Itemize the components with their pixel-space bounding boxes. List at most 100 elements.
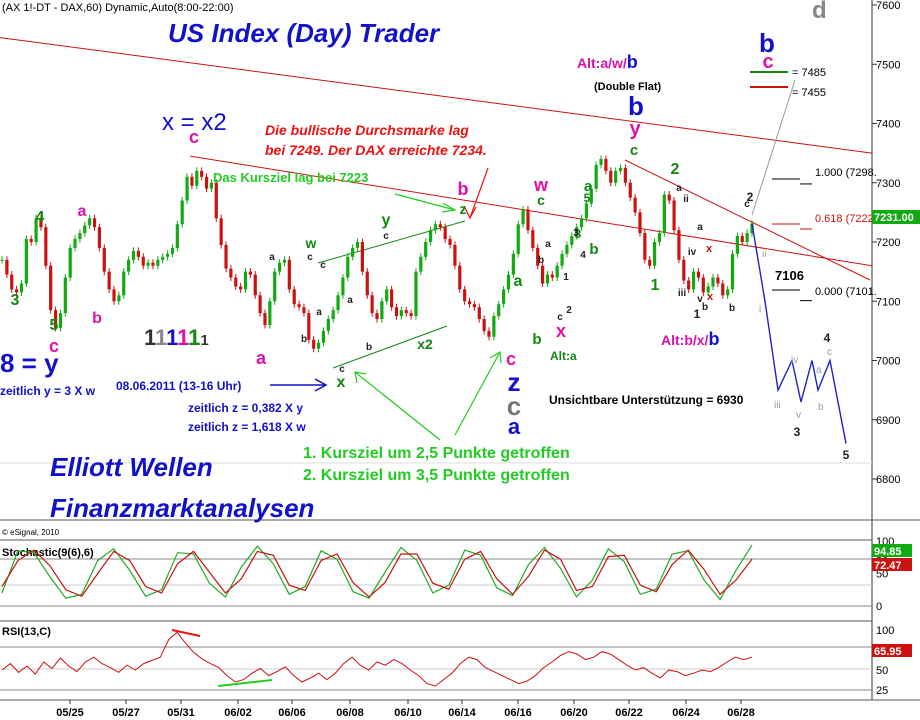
one-6: 1: [200, 332, 208, 349]
price-bar-body: [531, 230, 535, 248]
price-bar-body: [214, 182, 218, 219]
price-bar-body: [511, 253, 515, 275]
price-bar-body: [560, 253, 564, 266]
price-bar-body: [224, 244, 228, 269]
price-bar-body: [146, 262, 150, 266]
wave-label: y: [629, 118, 641, 140]
price-bar-body: [628, 182, 632, 198]
price-bar-body: [302, 307, 306, 314]
price-bar-body: [438, 224, 442, 228]
brand-line-2: Finanzmarktanalysen: [50, 493, 314, 523]
kursziel-note: Das Kursziel lag bei 7223: [213, 170, 368, 185]
price-bar-body: [526, 209, 530, 231]
price-bar-body: [351, 247, 355, 257]
price-bar-body: [19, 283, 24, 293]
price-bar-body: [190, 176, 194, 186]
price-bar-body: [58, 313, 63, 328]
price-bar-body: [521, 209, 525, 225]
level-7485-label: = 7485: [792, 67, 826, 79]
price-bar-body: [243, 271, 248, 290]
target-arrow-1: [354, 371, 441, 441]
price-bar-body: [370, 295, 374, 314]
price-bar-body: [5, 259, 9, 275]
price-bar-body: [750, 223, 754, 234]
projection-wave-label: i: [759, 304, 761, 315]
minor-wave-label: c: [339, 364, 345, 375]
minor-wave-label: a: [269, 252, 275, 263]
alt-bxb-text: Alt:b/x/: [661, 332, 709, 348]
rsi-value-tag: [872, 644, 912, 657]
wave-label: c: [189, 127, 199, 147]
price-bar-body: [273, 271, 277, 302]
price-bar-body: [131, 250, 136, 260]
price-tick-label: 7500: [876, 59, 900, 71]
minor-wave-label: c: [383, 231, 389, 242]
price-axis: 7600 7500 7400 7300 7200 7100 7000 6900 6800: [872, 0, 900, 486]
price-bar-body: [682, 259, 686, 281]
time-tick-label: 06/02: [224, 707, 252, 719]
price-bar-body: [706, 286, 710, 293]
price-bar-body: [44, 227, 48, 266]
price-bar-body: [394, 307, 399, 317]
fib-0618-label: 0.618 (7222.: [815, 213, 877, 225]
price-bar-body: [691, 271, 696, 290]
price-bar-body: [687, 280, 691, 290]
price-bar-body: [657, 233, 662, 242]
price-bar-body: [433, 224, 438, 231]
price-bar-body: [599, 159, 603, 165]
wave-label: z: [508, 367, 521, 397]
price-bar-body: [136, 250, 140, 257]
kursziel-1-note: 1. Kursziel um 2,5 Punkte getroffen: [303, 445, 570, 462]
price-bar-body: [453, 244, 457, 266]
price-bar-body: [482, 319, 486, 331]
wave-label: x2: [417, 336, 433, 352]
wave-label: 1: [694, 307, 701, 321]
level-7455-label: = 7455: [792, 87, 826, 99]
stochastic-d-value: 72.47: [874, 560, 902, 572]
price-bar-body: [652, 242, 657, 266]
price-bar-body: [170, 247, 175, 254]
minor-wave-label: a: [697, 222, 703, 233]
price-bar-body: [390, 289, 394, 308]
price-bar-body: [633, 197, 637, 213]
wave-label: 2: [671, 161, 680, 178]
one-5: 1: [188, 325, 200, 350]
price-bar-body: [638, 212, 642, 234]
price-bar-body: [618, 167, 623, 171]
time-tick-label: 06/28: [727, 707, 755, 719]
price-bar-body: [263, 313, 267, 325]
price-bar-body: [487, 330, 491, 337]
price-bar-body: [365, 271, 369, 296]
stochastic-k-line: [1, 544, 753, 601]
wave-label: b: [628, 91, 644, 121]
minor-wave-label: b: [366, 342, 372, 353]
minor-wave-label: x: [706, 243, 713, 255]
stochastic-panel: Stochastic(9(6),6) 10080500 94.85 72.47: [0, 536, 912, 613]
wave-label: c: [506, 349, 516, 369]
price-bar-body: [268, 301, 272, 325]
target-arrowhead-2: [489, 350, 502, 364]
minor-wave-label: c: [307, 252, 313, 263]
rsi-title: RSI(13,C): [2, 626, 51, 638]
price-bar-body: [565, 244, 569, 254]
copyright-note: © eSignal, 2010: [2, 528, 60, 537]
stochastic-d-line: [1, 549, 753, 598]
price-bar-body: [726, 289, 730, 296]
price-bar-body: [122, 271, 126, 296]
page-title: US Index (Day) Trader: [168, 18, 441, 48]
price-bar-body: [117, 295, 121, 302]
one-2: 1: [155, 325, 167, 350]
price-bar-body: [419, 256, 423, 272]
price-tick-label: 7300: [876, 178, 900, 190]
corner-wave-letter: d: [812, 0, 827, 24]
target-arrow-2: [454, 351, 501, 436]
price-bar-body: [180, 200, 184, 225]
rsi-divergence-red: [171, 629, 201, 637]
price-bar-body: [239, 286, 243, 290]
minor-wave-label: 2: [566, 305, 572, 316]
price-bar-body: [555, 265, 559, 278]
minor-wave-label: a: [545, 239, 551, 250]
price-bar-body: [312, 339, 316, 349]
